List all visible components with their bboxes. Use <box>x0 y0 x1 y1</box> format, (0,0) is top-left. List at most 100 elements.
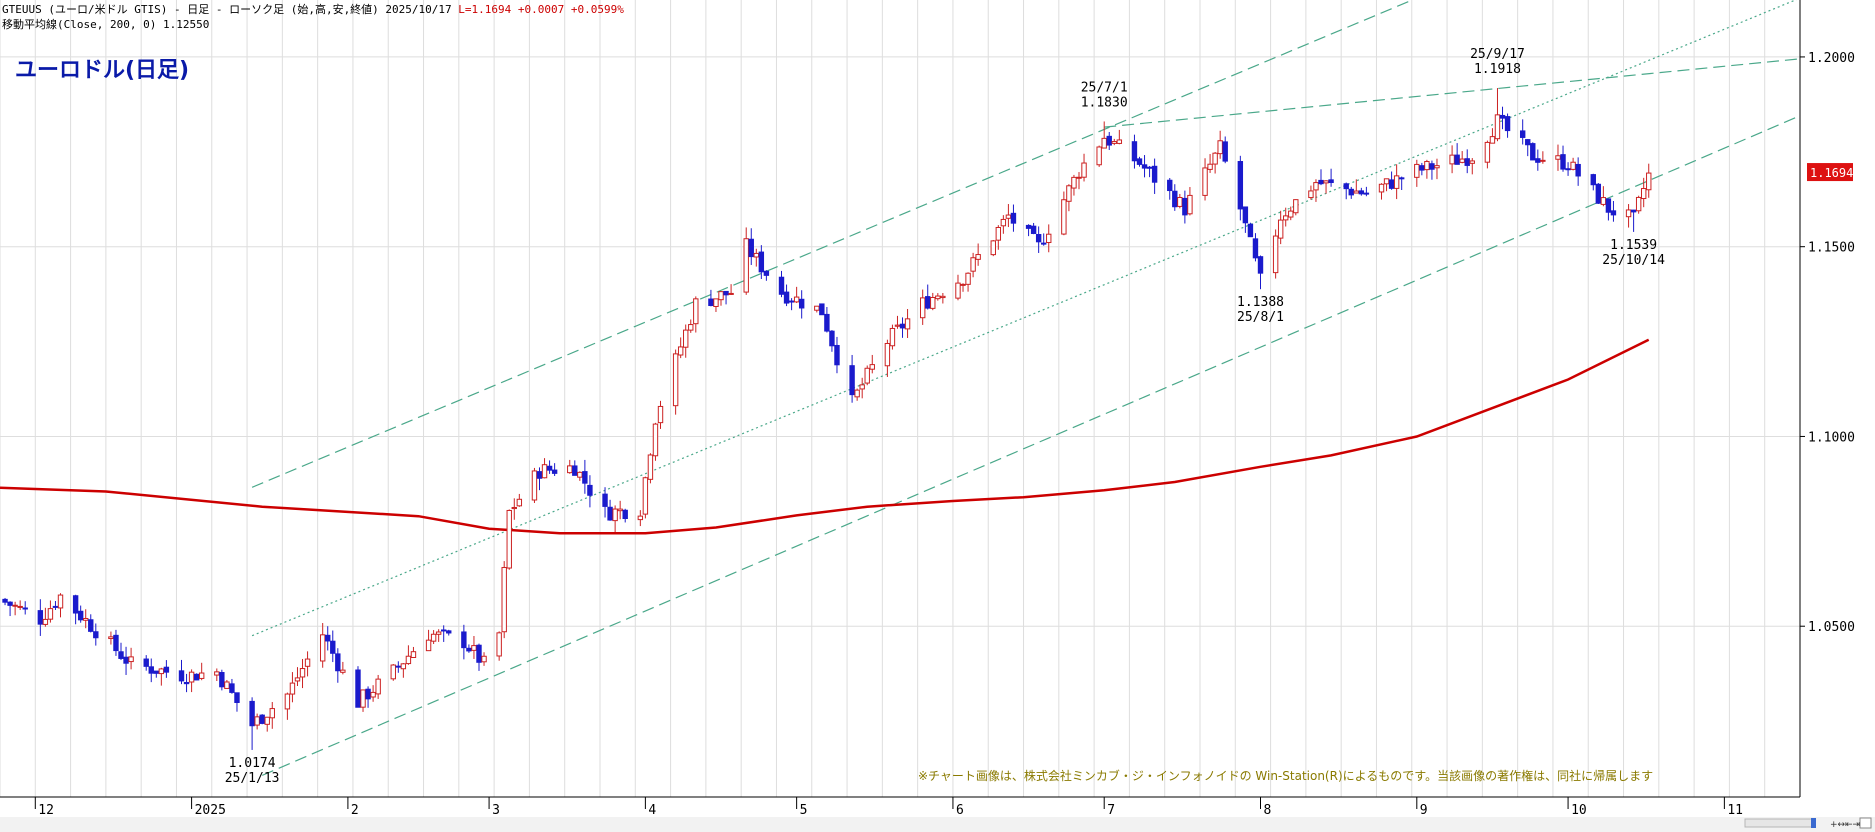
candle-body <box>824 313 830 332</box>
candle-body <box>1398 177 1405 180</box>
candle-up <box>869 354 875 374</box>
candle-down <box>1610 201 1617 222</box>
candle-body <box>355 669 361 708</box>
last-price-marker: 1.1694 <box>1807 163 1853 182</box>
candle-body <box>1167 179 1173 192</box>
candle-body <box>1217 140 1223 155</box>
candle-body <box>365 688 371 700</box>
candle-down <box>824 307 830 333</box>
candle-down <box>1464 149 1470 174</box>
candle-body <box>435 631 442 635</box>
candle-up <box>108 631 114 645</box>
x-tick-label: 12 <box>38 803 54 818</box>
candle-up <box>1081 153 1087 182</box>
candle-body <box>1247 223 1254 238</box>
copyright-notice: ※チャート画像は、株式会社ミンカブ・ジ・インフォノイドの Win-Station… <box>918 768 1653 783</box>
candle-down <box>229 678 235 694</box>
candle-body <box>1131 141 1138 162</box>
candle-up <box>319 623 326 668</box>
candle-body <box>708 298 714 307</box>
fit-view-icon[interactable] <box>1859 817 1872 829</box>
scroll-track[interactable] <box>1744 818 1814 828</box>
candle-body <box>551 469 558 474</box>
candle-up <box>224 679 230 689</box>
candle-down <box>72 594 79 625</box>
candle-up <box>1101 121 1107 149</box>
candle-down <box>1343 182 1349 200</box>
candle-body <box>1187 194 1193 215</box>
candle-up <box>940 292 946 304</box>
candle-up <box>430 630 437 644</box>
candle-body <box>783 291 790 304</box>
chart-title: ユーロドル(日足) <box>15 58 189 83</box>
candle-body <box>718 291 724 301</box>
candle-up <box>1308 185 1314 200</box>
candle-up <box>1202 158 1208 201</box>
candle-body <box>410 651 417 658</box>
candle-down <box>1040 233 1047 246</box>
candle-body <box>153 670 160 674</box>
candle-body <box>572 465 578 476</box>
candle-body <box>1555 155 1561 160</box>
candle-body <box>1449 154 1455 165</box>
candle-body <box>587 484 593 496</box>
x-tick-label: 8 <box>1264 803 1272 818</box>
candle-down <box>1010 204 1017 232</box>
candle-body <box>683 329 689 348</box>
bottom-scrollbar[interactable]: +↔ ⇤⇥ <box>0 817 1875 832</box>
candle-body <box>1525 139 1531 146</box>
candle-up <box>425 629 432 652</box>
scroll-thumb[interactable] <box>1811 818 1816 828</box>
candle-down <box>607 499 613 521</box>
candle-body <box>819 303 825 316</box>
candle-body <box>864 367 870 384</box>
candle-body <box>995 226 1002 241</box>
candle-down <box>783 284 790 307</box>
candle-body <box>335 653 341 672</box>
candle-up <box>304 651 311 677</box>
candle-body <box>869 364 875 370</box>
candle-body <box>506 509 512 569</box>
candle-down <box>461 624 467 660</box>
candle-body <box>1061 199 1067 235</box>
candle-body <box>1414 163 1420 178</box>
candle-down <box>1504 113 1511 138</box>
candle-body <box>1040 242 1047 245</box>
candle-up <box>1207 154 1213 173</box>
candle-up <box>693 296 699 333</box>
x-tick-label: 10 <box>1571 803 1587 818</box>
candle-down <box>355 666 361 708</box>
candle-down <box>1131 134 1138 169</box>
candle-body <box>930 297 936 309</box>
candle-body <box>118 651 124 659</box>
candle-up <box>1555 144 1561 171</box>
candle-body <box>430 633 437 642</box>
candle-up <box>1635 195 1642 214</box>
candle-body <box>743 238 749 293</box>
candle-down <box>1535 149 1541 171</box>
candle-down <box>22 601 28 615</box>
candle-down <box>723 290 729 305</box>
zoom-out-icon[interactable]: ⇤⇥ <box>1845 820 1860 830</box>
candle-down <box>1454 143 1460 165</box>
zoom-in-icon[interactable]: +↔ <box>1830 820 1846 830</box>
candle-body <box>229 683 235 693</box>
candle-body <box>1454 154 1460 165</box>
candle-body <box>249 700 255 727</box>
candle-body <box>1595 183 1602 204</box>
candle-down <box>325 626 331 651</box>
candle-body <box>1272 235 1279 274</box>
candle-body <box>1242 206 1249 224</box>
candle-up <box>743 227 749 295</box>
last-price-box <box>1807 163 1853 182</box>
annotation-value-label: 1.0174 <box>229 756 276 771</box>
x-tick-label: 3 <box>492 803 500 818</box>
candle-body <box>1212 152 1218 165</box>
candle-down <box>7 601 13 617</box>
candle-body <box>1605 198 1612 213</box>
candle-down <box>1025 224 1032 237</box>
annotation-value-label: 1.1539 <box>1610 238 1657 253</box>
candle-body <box>390 664 396 680</box>
